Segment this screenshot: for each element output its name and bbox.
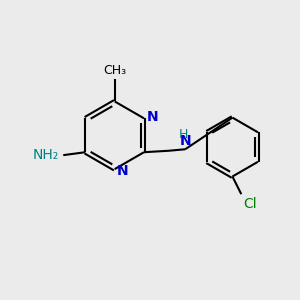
Text: CH₃: CH₃ [103, 64, 126, 77]
Text: N: N [117, 164, 129, 178]
Text: NH₂: NH₂ [33, 148, 59, 162]
Text: H: H [179, 128, 188, 141]
Text: Cl: Cl [244, 196, 257, 211]
Text: N: N [146, 110, 158, 124]
Text: N: N [180, 134, 192, 148]
